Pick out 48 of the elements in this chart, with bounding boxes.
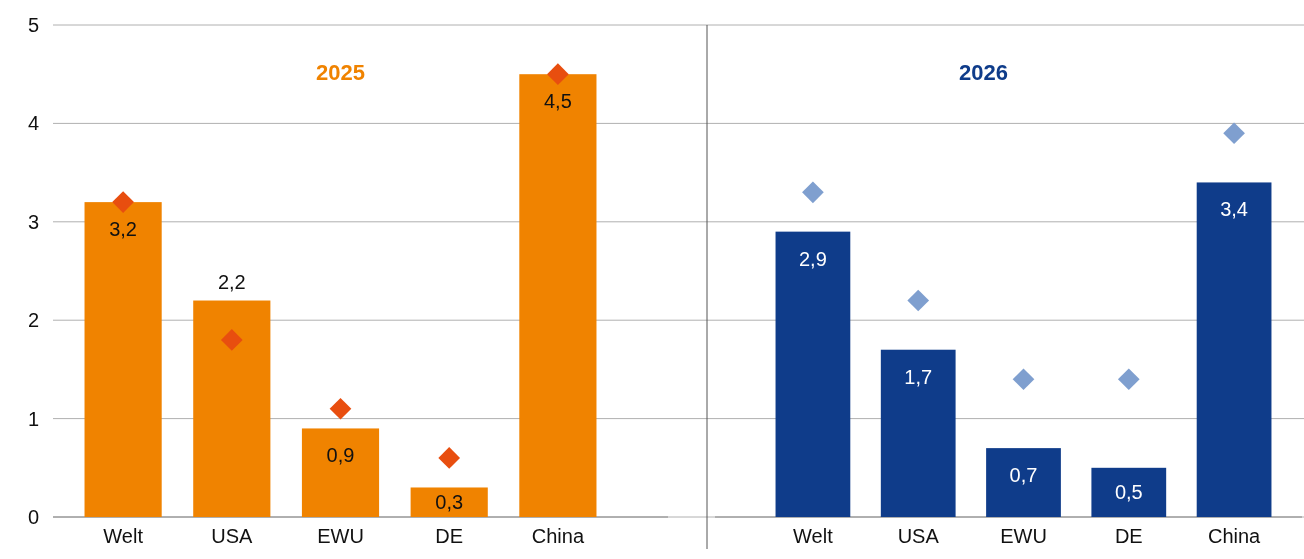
y-tick-label: 0: [27, 505, 39, 528]
x-tick-label: DE: [435, 525, 464, 548]
point: [329, 397, 352, 420]
data-label: 1,7: [904, 365, 933, 388]
bar: [410, 487, 488, 517]
point: [1117, 368, 1140, 391]
bar: [986, 448, 1061, 517]
x-tick-label: Welt: [793, 525, 834, 548]
bar: [301, 428, 380, 517]
bar: [880, 349, 956, 517]
x-tick-label: USA: [211, 525, 254, 548]
x-tick-label: EWU: [1000, 525, 1047, 548]
x-tick-label: China: [1207, 525, 1262, 548]
point: [112, 191, 134, 213]
y-tick-label: 2: [27, 309, 39, 332]
data-label: 2,2: [217, 270, 246, 293]
text: 2026: [959, 60, 1008, 85]
bar: [519, 74, 597, 517]
bar: [775, 231, 851, 517]
data-label: 0,5: [1114, 481, 1143, 504]
text: 2025: [316, 60, 365, 85]
data-label: 0,9: [326, 444, 355, 467]
data-label: 4,5: [543, 90, 572, 113]
y-tick-label: 3: [27, 210, 39, 233]
x-tick-label: Welt: [103, 525, 144, 548]
data-label: 2,9: [799, 247, 827, 270]
bar: [1196, 182, 1272, 517]
x-tick-label: EWU: [317, 525, 364, 548]
bar: [1091, 467, 1167, 517]
point: [1223, 122, 1245, 145]
point: [438, 447, 461, 469]
y-tick-label: 4: [27, 112, 39, 135]
data-label: 3,4: [1220, 198, 1248, 221]
point: [907, 289, 930, 312]
y-tick-label: 5: [27, 13, 39, 36]
x-tick-label: China: [531, 525, 585, 548]
point: [547, 63, 569, 86]
point: [220, 329, 243, 351]
bar: [84, 202, 162, 517]
point: [1012, 368, 1035, 391]
y-tick-label: 1: [27, 407, 39, 430]
data-label: 0,7: [1009, 464, 1038, 487]
x-tick-label: USA: [897, 525, 940, 548]
data-label: 3,2: [109, 218, 138, 241]
bar: [193, 300, 271, 517]
data-label: 0,3: [435, 491, 464, 514]
point: [802, 181, 824, 204]
x-tick-label: DE: [1114, 525, 1143, 548]
